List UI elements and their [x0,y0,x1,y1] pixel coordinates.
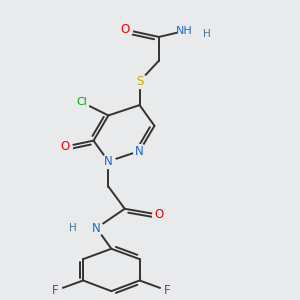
Text: H: H [69,223,76,233]
Text: F: F [164,284,171,297]
Text: O: O [154,208,164,221]
Text: O: O [120,23,129,36]
Text: Cl: Cl [76,97,87,107]
Text: N: N [135,145,144,158]
Text: F: F [52,284,59,297]
Text: O: O [61,140,70,153]
Text: H: H [202,29,210,39]
Text: N: N [92,221,101,235]
Text: N: N [104,155,113,168]
Text: S: S [136,75,143,88]
Text: NH: NH [176,26,193,36]
